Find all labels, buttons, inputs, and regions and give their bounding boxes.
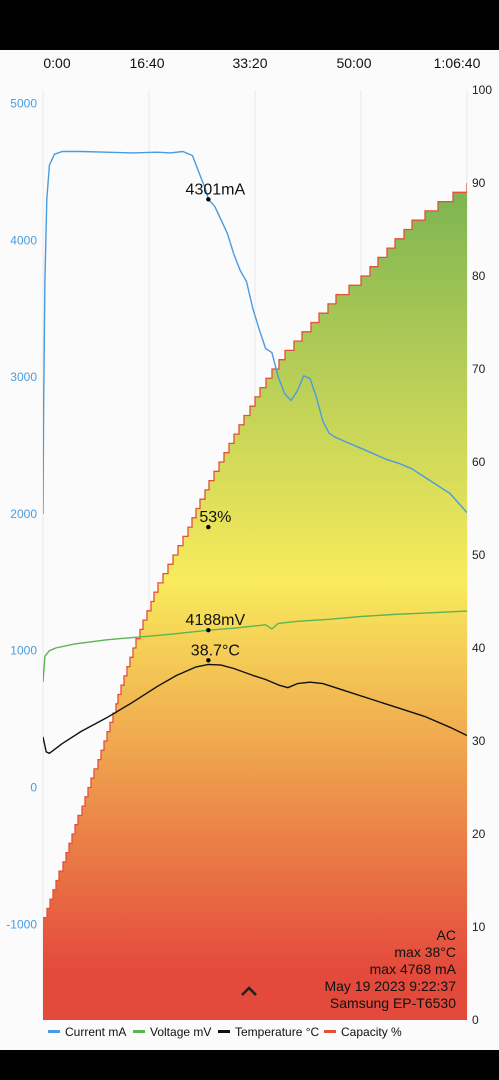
legend: Current mA Voltage mV Temperature °C Capaci…	[48, 1025, 402, 1039]
x-tick-label: 33:20	[232, 55, 267, 71]
capacity-fill	[43, 183, 467, 1020]
right-tick-label: 40	[472, 641, 486, 655]
annotations: 4301mA 53% 4188mV 38.7°C	[186, 181, 246, 663]
info-line: Samsung EP-T6530	[330, 995, 456, 1011]
legend-label: Current mA	[65, 1025, 126, 1039]
info-line: max 4768 mA	[370, 961, 457, 977]
left-tick-label: 0	[30, 781, 37, 795]
left-tick-label: -1000	[6, 917, 37, 931]
info-line: max 38°C	[394, 944, 456, 960]
expand-chevron-icon[interactable]	[241, 986, 257, 996]
info-line: May 19 2023 9:22:37	[324, 978, 456, 994]
right-tick-label: 50	[472, 548, 486, 562]
x-tick-label: 0:00	[43, 55, 70, 71]
right-tick-label: 70	[472, 362, 486, 376]
annotation-label: 53%	[199, 509, 231, 526]
left-tick-label: 5000	[10, 97, 37, 111]
right-tick-label: 80	[472, 269, 486, 283]
legend-swatch	[133, 1030, 145, 1033]
legend-swatch	[218, 1030, 230, 1033]
legend-label: Voltage mV	[150, 1025, 211, 1039]
right-tick-label: 10	[472, 920, 486, 934]
annotation-dot	[206, 658, 211, 663]
capacity-area	[43, 183, 467, 1020]
series-line	[43, 610, 467, 683]
legend-swatch	[48, 1030, 60, 1033]
left-tick-label: 1000	[10, 644, 37, 658]
legend-label: Capacity %	[341, 1025, 402, 1039]
annotation-dot	[206, 524, 211, 530]
right-tick-label: 60	[472, 455, 486, 469]
x-tick-label: 16:40	[129, 55, 164, 71]
annotation-dot	[206, 197, 211, 202]
battery-chart: 0:00 16:40 33:20 50:00 1:06:40 5000400030002…	[6, 55, 492, 1039]
chart-screen: 0:00 16:40 33:20 50:00 1:06:40 5000 4000 3000 2…	[0, 50, 499, 1050]
right-tick-label: 90	[472, 176, 486, 190]
series-line	[43, 150, 467, 515]
legend-swatch	[324, 1030, 336, 1033]
navigation-bar	[0, 1050, 499, 1080]
left-tick-label: 4000	[10, 233, 37, 247]
left-tick-label: 2000	[10, 507, 37, 521]
right-tick-label: 0	[472, 1013, 479, 1027]
capacity-line	[43, 183, 467, 919]
x-axis-ticks: 0:00 16:40 33:20 50:00 1:06:40	[43, 55, 480, 71]
series-lines	[43, 150, 467, 919]
series-line	[43, 663, 467, 754]
annotation-dot	[206, 628, 211, 633]
annotation-label: 38.7°C	[191, 642, 240, 659]
status-bar	[0, 0, 499, 50]
x-tick-label: 1:06:40	[434, 55, 481, 71]
right-tick-label: 30	[472, 734, 486, 748]
right-tick-label: 20	[472, 827, 486, 841]
info-line: AC	[437, 927, 456, 943]
x-tick-label: 50:00	[336, 55, 371, 71]
right-tick-label: 100	[472, 83, 492, 97]
annotation-label: 4301mA	[186, 181, 246, 198]
left-axis-ticks: 5000 4000 3000 2000 1000 0 -1000	[6, 97, 37, 932]
annotation-label: 4188mV	[186, 612, 246, 629]
legend-label: Temperature °C	[235, 1025, 319, 1039]
left-tick-label: 3000	[10, 370, 37, 384]
